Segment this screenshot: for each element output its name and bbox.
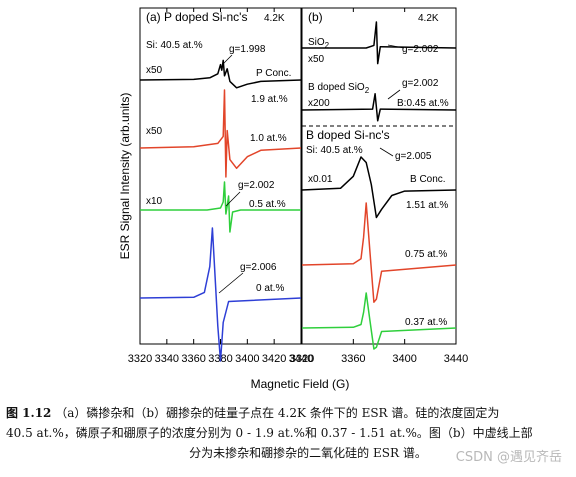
panel-a-series-1 [139, 89, 302, 178]
panel-b-frame [301, 7, 457, 345]
panel-a-si-note: Si: 40.5 at.% [146, 40, 203, 51]
panel-b-label: (b) [308, 10, 323, 24]
panel-a-series-3 [139, 227, 302, 362]
mult-1-9: x50 [146, 65, 163, 76]
panel-b-temperature: 4.2K [418, 13, 439, 24]
g-arrow-b-sio2 [387, 89, 401, 100]
g-arrow-sio2 [387, 44, 405, 49]
b-sio2-concentration: B:0.45 at.% [397, 98, 449, 109]
caption-line-3: 分为未掺杂和硼掺杂的二氧化硅的 ESR 谱。 [189, 446, 427, 460]
series-label-0-75: 0.75 at.% [405, 249, 447, 260]
g-arrow-0 [218, 272, 244, 294]
panel-a-conc-label: P Conc. [256, 68, 291, 79]
mult-b-sio2: x200 [308, 98, 330, 109]
g-arrow-1-51 [379, 147, 394, 157]
b-doped-sio2-label: B doped SiO2 [308, 82, 370, 95]
caption-number: 图 1.12 [6, 406, 52, 420]
x-tick-label: 3340 [155, 353, 179, 365]
mult-1-0: x50 [146, 126, 163, 137]
g-arrow-1-9 [221, 54, 233, 66]
x-tick-label: 3360 [341, 353, 365, 365]
g-value-1-9: g=1.998 [229, 44, 266, 55]
panel-b-si-note: Si: 40.5 at.% [306, 145, 363, 156]
figure-caption: 图 1.12 （a）磷掺杂和（b）硼掺杂的硅量子点在 4.2K 条件下的 ESR… [6, 403, 570, 463]
mult-sio2: x50 [308, 54, 325, 65]
panel-a-title: P doped Si-nc's [164, 10, 247, 24]
sio2-label: SiO2 [308, 37, 330, 50]
y-axis-label: ESR Signal Intensity (arb.units) [118, 93, 132, 260]
panel-a-ticks: 3320 3340 3360 3380 3400 3420 3440 [128, 8, 313, 365]
caption-line-1: （a）磷掺杂和（b）硼掺杂的硅量子点在 4.2K 条件下的 ESR 谱。硅的浓度… [55, 406, 500, 420]
series-label-1-0: 1.0 at.% [250, 133, 287, 144]
g-value-0-5: g=2.002 [238, 180, 275, 191]
panel-b-series-0 [301, 156, 457, 219]
panel-a-temperature: 4.2K [264, 13, 285, 24]
esr-figure: 3320 3340 3360 3380 3400 3420 3440 3320 3360 340… [118, 7, 468, 391]
x-tick-label: 3320 [290, 353, 314, 365]
g-value-1-51: g=2.005 [395, 151, 432, 162]
panel-a-series-2 [140, 181, 301, 233]
panel-b-upper-series-1 [301, 93, 457, 122]
x-tick-label: 3360 [181, 353, 205, 365]
x-axis-label: Magnetic Field (G) [251, 377, 350, 391]
watermark: CSDN @遇见齐岳 [455, 450, 562, 465]
panel-b-lower-title: B doped Si-nc's [306, 128, 390, 142]
caption-line-2: 40.5 at.%，磷原子和硼原子的浓度分别为 0 - 1.9 at.%和 0.… [6, 426, 533, 440]
x-tick-label: 3440 [289, 353, 313, 365]
mult-1-51: x0.01 [308, 174, 333, 185]
x-tick-label: 3400 [392, 353, 416, 365]
x-tick-label: 3400 [235, 353, 259, 365]
mult-0-5: x10 [146, 196, 163, 207]
panel-a-label: (a) [146, 10, 161, 24]
series-label-1-9: 1.9 at.% [251, 94, 288, 105]
panel-b-series-1 [301, 202, 457, 303]
g-value-b-sio2: g=2.002 [402, 78, 439, 89]
x-tick-label: 3440 [444, 353, 468, 365]
spectra [139, 21, 457, 362]
x-tick-label: 3320 [128, 353, 152, 365]
panel-a-series-0 [139, 59, 302, 89]
panel-b-upper-series-0 [302, 21, 457, 65]
series-label-0-37: 0.37 at.% [405, 317, 447, 328]
panel-b-ticks: 3320 3360 3400 3440 [290, 8, 468, 365]
series-label-0-5: 0.5 at.% [249, 199, 286, 210]
series-label-1-51: 1.51 at.% [406, 200, 448, 211]
panel-b-conc-label: B Conc. [410, 174, 446, 185]
g-value-0: g=2.006 [240, 262, 277, 273]
g-value-sio2: g=2.002 [402, 44, 439, 55]
x-tick-label: 3420 [262, 353, 286, 365]
g-arrow-0-5 [225, 191, 241, 207]
panel-b-series-2 [301, 292, 457, 350]
series-label-0: 0 at.% [256, 283, 284, 294]
